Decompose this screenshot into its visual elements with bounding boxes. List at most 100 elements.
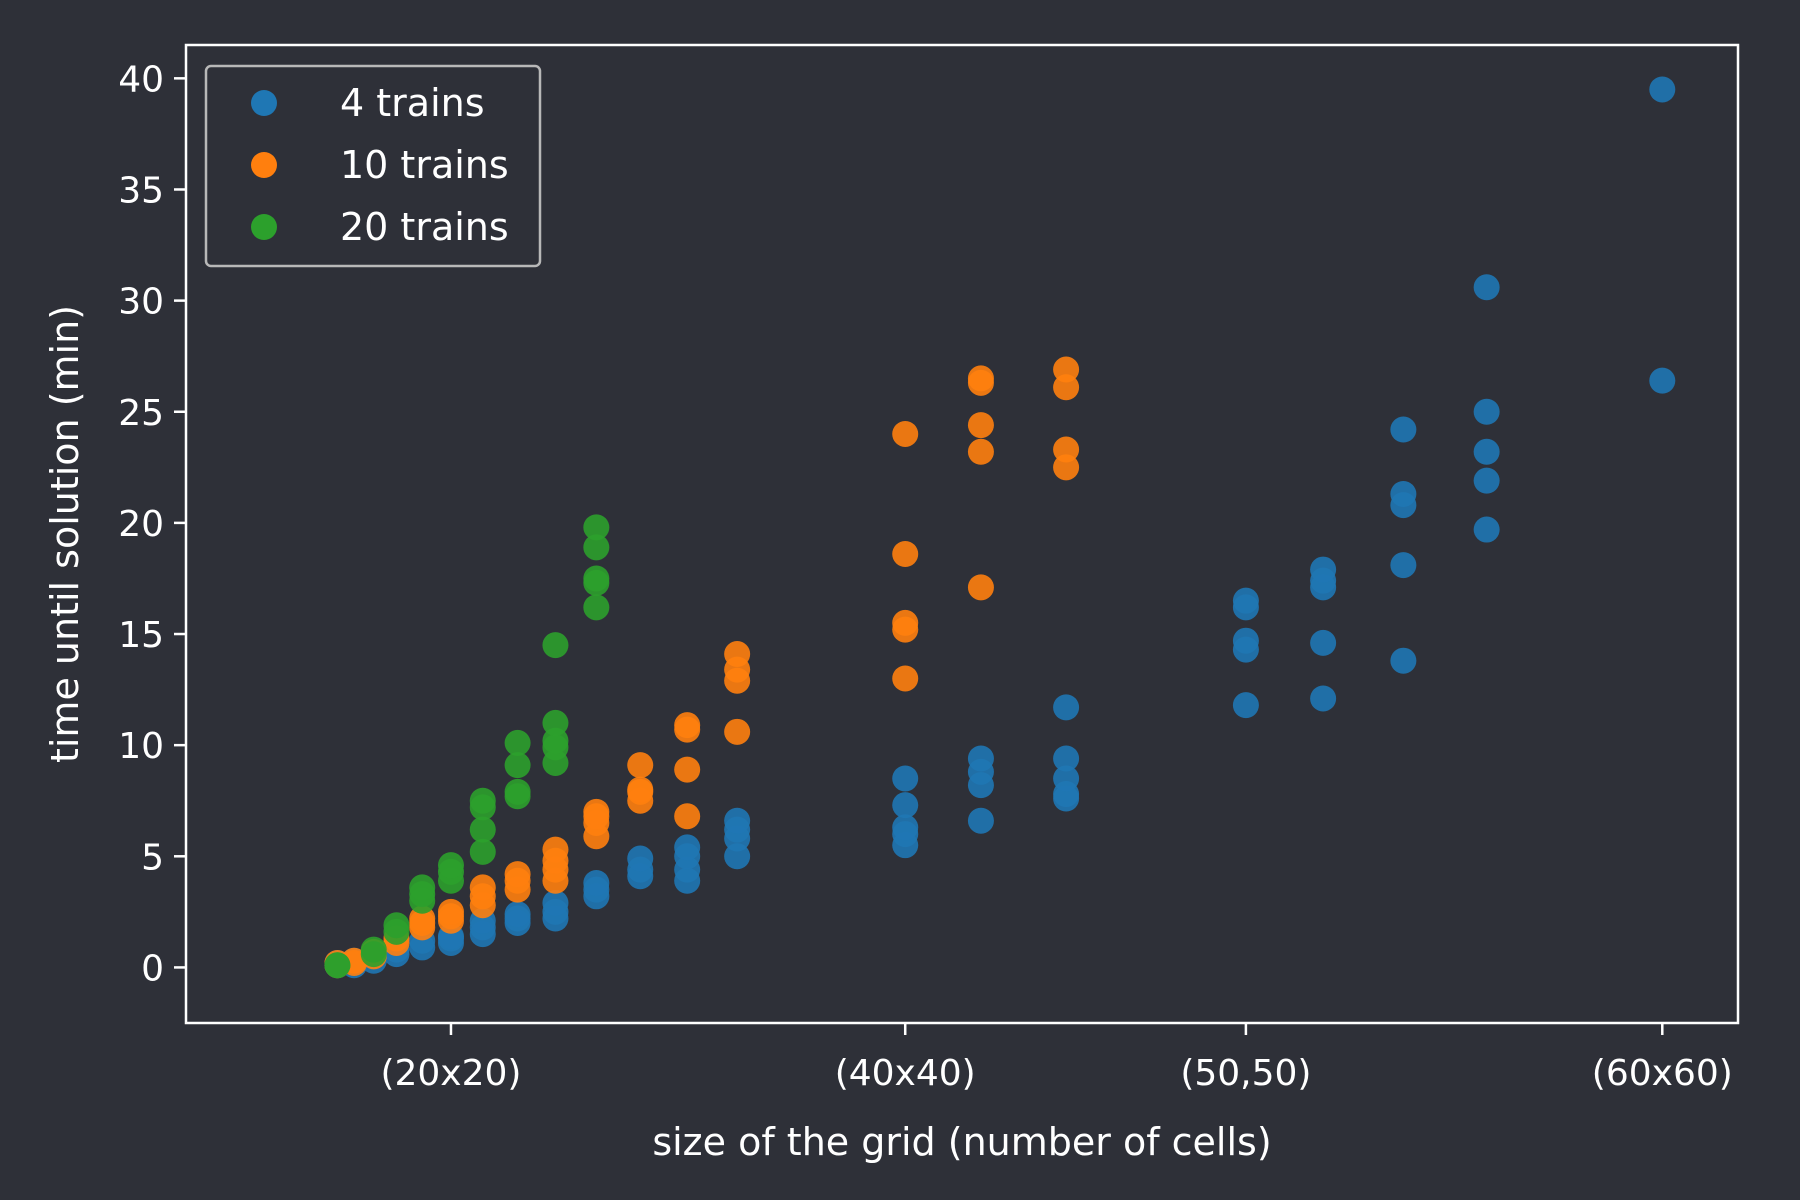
data-point-series-0 (674, 834, 701, 861)
data-point-series-0 (1390, 480, 1417, 507)
y-tick-label: 20 (118, 504, 164, 545)
data-point-series-1 (892, 609, 919, 636)
data-point-series-1 (542, 836, 569, 863)
data-point-series-0 (1310, 685, 1337, 712)
legend: 4 trains 10 trains 20 trains (204, 64, 542, 268)
legend-label: 20 trains (340, 205, 509, 249)
data-point-series-0 (1473, 516, 1500, 543)
data-point-series-2 (504, 729, 531, 756)
y-tick-label: 10 (118, 726, 164, 767)
data-point-series-0 (627, 845, 654, 872)
data-point-series-2 (469, 787, 496, 814)
data-point-series-1 (674, 803, 701, 830)
y-tick-label: 35 (118, 170, 164, 211)
data-point-series-2 (469, 838, 496, 865)
x-tick-label: (60x60) (1592, 1053, 1733, 1094)
data-point-series-2 (542, 709, 569, 736)
data-point-series-2 (360, 936, 387, 963)
data-point-series-0 (892, 814, 919, 841)
data-point-series-1 (892, 665, 919, 692)
data-point-series-1 (409, 905, 436, 932)
data-point-series-0 (967, 745, 994, 772)
data-point-series-1 (967, 412, 994, 439)
data-point-series-2 (542, 632, 569, 659)
data-point-series-0 (1232, 627, 1259, 654)
data-point-series-2 (469, 816, 496, 843)
legend-marker (251, 90, 277, 116)
data-point-series-1 (469, 874, 496, 901)
data-point-series-0 (967, 807, 994, 834)
y-axis-label: time until solution (min) (43, 305, 87, 763)
data-point-series-1 (967, 365, 994, 392)
data-point-series-0 (724, 843, 751, 870)
x-tick-label: (20x20) (380, 1053, 521, 1094)
data-point-series-1 (674, 712, 701, 739)
y-tick-label: 15 (118, 615, 164, 656)
data-point-series-1 (1053, 436, 1080, 463)
data-point-series-1 (583, 798, 610, 825)
data-point-series-0 (1390, 416, 1417, 443)
data-point-series-0 (1053, 694, 1080, 721)
legend-label: 4 trains (340, 81, 485, 125)
x-tick-label: (40x40) (835, 1053, 976, 1094)
data-point-series-1 (627, 776, 654, 803)
data-point-series-1 (892, 420, 919, 447)
data-point-series-0 (724, 807, 751, 834)
data-point-series-2 (583, 594, 610, 621)
data-point-series-2 (504, 778, 531, 805)
x-axis-label: size of the grid (number of cells) (652, 1120, 1271, 1164)
y-tick-label: 25 (118, 393, 164, 434)
data-point-series-1 (1053, 454, 1080, 481)
data-point-series-0 (1310, 556, 1337, 583)
data-point-series-1 (674, 756, 701, 783)
y-tick-label: 40 (118, 59, 164, 100)
data-point-series-2 (504, 752, 531, 779)
data-point-series-1 (724, 641, 751, 668)
data-point-series-1 (967, 438, 994, 465)
data-point-series-0 (1649, 76, 1676, 103)
data-point-series-1 (1053, 356, 1080, 383)
legend-marker (251, 152, 277, 178)
data-point-series-0 (1232, 587, 1259, 614)
plot-marks (324, 76, 1676, 979)
data-point-series-1 (437, 898, 464, 925)
legend-label: 10 trains (340, 143, 509, 187)
data-point-series-2 (437, 852, 464, 879)
data-point-series-0 (1473, 274, 1500, 301)
data-point-series-0 (542, 889, 569, 916)
data-point-series-1 (892, 541, 919, 568)
data-point-series-1 (627, 752, 654, 779)
data-point-series-0 (1473, 467, 1500, 494)
axis-ticks: 0 5 10 15 20 25 30 35 40 (20x20) (40x40) (50,50) (60… (118, 59, 1733, 1094)
data-point-series-0 (1473, 398, 1500, 425)
data-point-series-0 (892, 792, 919, 819)
data-point-series-1 (967, 574, 994, 601)
data-point-series-0 (583, 869, 610, 896)
data-point-series-1 (504, 861, 531, 888)
data-point-series-0 (1232, 692, 1259, 719)
data-point-series-2 (583, 565, 610, 592)
data-point-series-2 (542, 727, 569, 754)
data-point-series-0 (1310, 629, 1337, 656)
data-point-series-0 (1053, 765, 1080, 792)
x-tick-label: (50,50) (1180, 1053, 1311, 1094)
data-point-series-1 (724, 718, 751, 745)
y-tick-label: 5 (141, 837, 164, 878)
data-point-series-2 (324, 952, 351, 979)
data-point-series-0 (1390, 647, 1417, 674)
data-point-series-0 (1390, 552, 1417, 579)
data-point-series-1 (1053, 374, 1080, 401)
data-point-series-2 (583, 514, 610, 541)
data-point-series-2 (583, 534, 610, 561)
data-point-series-0 (504, 901, 531, 928)
data-point-series-0 (892, 765, 919, 792)
axes-frame (184, 43, 1740, 1025)
data-point-series-2 (409, 874, 436, 901)
y-tick-label: 30 (118, 282, 164, 323)
y-tick-label: 0 (141, 948, 164, 989)
legend-marker (251, 214, 277, 240)
data-point-series-0 (1649, 367, 1676, 394)
data-point-series-0 (1053, 745, 1080, 772)
data-point-series-0 (1473, 438, 1500, 465)
